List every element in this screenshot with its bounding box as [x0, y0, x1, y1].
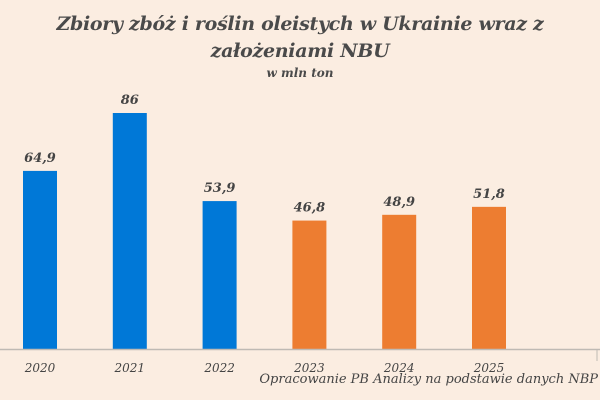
x-tick-label: 2023 — [293, 361, 325, 375]
x-tick-label: 2024 — [383, 361, 415, 375]
bar-2025 — [472, 206, 506, 349]
chart-title: Zbiory zbóż i roślin oleistych w Ukraini… — [56, 13, 544, 62]
data-label: 53,9 — [204, 181, 236, 196]
chart-subtitle: w mln ton — [266, 66, 334, 80]
data-label: 51,8 — [473, 187, 505, 202]
x-tick-label: 2020 — [24, 361, 56, 375]
x-tick-label: 2021 — [114, 361, 146, 375]
bar-2022 — [202, 201, 237, 349]
bar-2021 — [112, 113, 147, 349]
data-label: 64,9 — [24, 151, 56, 166]
bar-2020 — [23, 170, 57, 349]
x-tick-label: 2022 — [203, 361, 235, 375]
data-label: 86 — [121, 93, 139, 108]
x-tick-label: 2025 — [473, 361, 505, 375]
bar-2024 — [382, 214, 417, 349]
bar-2023 — [292, 220, 327, 349]
data-label: 48,9 — [383, 195, 415, 210]
data-label: 46,8 — [294, 201, 326, 216]
source-note: Opracowanie PB Analizy na podstawie dany… — [259, 372, 598, 387]
